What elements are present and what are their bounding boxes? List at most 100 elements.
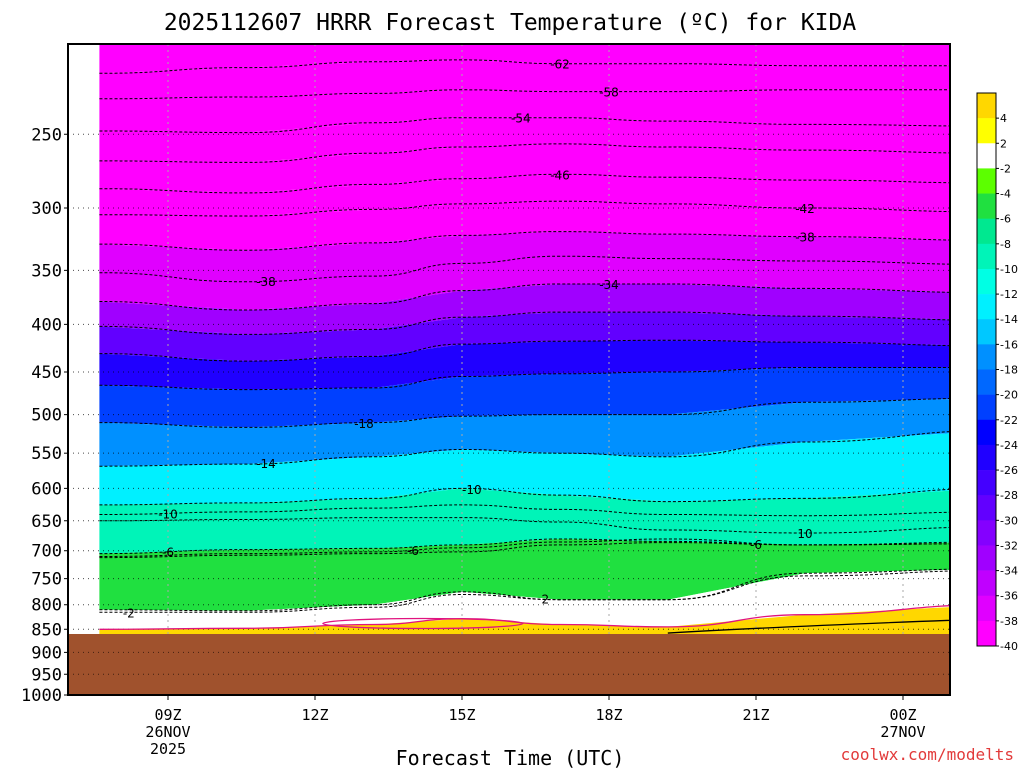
isotherm-label: -18 bbox=[354, 417, 374, 431]
temperature-band bbox=[99, 201, 950, 251]
y-tick-label: 400 bbox=[31, 315, 62, 335]
colorbar-label: -34 bbox=[1000, 565, 1018, 578]
isotherm-line bbox=[99, 173, 950, 194]
colorbar-label: -12 bbox=[1000, 288, 1018, 301]
isotherm-line bbox=[99, 568, 950, 612]
contour-layer: -62 -58 -54 -46 -42 -38 -38 -34 -18 -14 -10 -10 10 -6… bbox=[99, 58, 950, 634]
colorbar-swatch bbox=[977, 419, 996, 446]
isotherm-label: -58 bbox=[599, 86, 619, 100]
y-tick-label: 850 bbox=[31, 620, 62, 640]
colorbar-swatch bbox=[977, 118, 996, 144]
colorbar-label: -2 bbox=[1000, 162, 1011, 175]
temperature-band bbox=[99, 569, 950, 630]
y-tick-label: 750 bbox=[31, 570, 62, 590]
temperature-band bbox=[99, 143, 950, 193]
isotherm-line bbox=[99, 366, 950, 391]
temperature-band bbox=[99, 340, 950, 390]
isotherm-label: -2 bbox=[123, 606, 135, 620]
temperature-band bbox=[99, 59, 950, 99]
isotherm-line bbox=[99, 283, 950, 311]
colorbar-swatch bbox=[977, 168, 996, 194]
isotherm-label: -46 bbox=[550, 168, 570, 182]
y-tick-label: 350 bbox=[31, 261, 62, 281]
isotherm-line bbox=[99, 517, 950, 534]
y-tick-label: 250 bbox=[31, 125, 62, 145]
y-tick-label: 700 bbox=[31, 542, 62, 562]
colorbar-swatch bbox=[977, 193, 996, 219]
colorbar-label: -16 bbox=[1000, 338, 1018, 351]
warm-layer-boundary bbox=[667, 619, 950, 634]
colorbar-label: -8 bbox=[1000, 238, 1011, 251]
y-tick-label: 500 bbox=[31, 406, 62, 426]
isotherm-line bbox=[99, 117, 950, 134]
x-tick-label: 00Z bbox=[889, 706, 916, 724]
temperature-band bbox=[99, 312, 950, 362]
isotherm-label: -10 bbox=[462, 483, 482, 497]
freezing-line bbox=[99, 605, 950, 630]
colorbar-label: 2 bbox=[1000, 137, 1007, 150]
isotherm-label: -54 bbox=[511, 112, 531, 126]
colorbar-label: -4 bbox=[1000, 188, 1011, 201]
colorbar-swatch bbox=[977, 143, 996, 169]
isotherm-line bbox=[99, 431, 950, 467]
colorbar-label: -38 bbox=[1000, 615, 1018, 628]
colorbar-label: -22 bbox=[1000, 414, 1018, 427]
colorbar-swatch bbox=[977, 545, 996, 571]
isotherm-line bbox=[99, 542, 950, 559]
y-tick-label: 450 bbox=[31, 363, 62, 383]
temperature-band bbox=[99, 433, 950, 505]
isotherm-label: -6 bbox=[750, 538, 762, 552]
colorbar-swatch bbox=[977, 344, 996, 370]
temperature-band bbox=[99, 284, 950, 335]
colorbar-swatch bbox=[977, 218, 996, 245]
colorbar: 4 2 -2 -4 -6 -8 -10 -12 -14 -16 -18 -20 -22 -24 -26 -28… bbox=[976, 92, 1018, 653]
ground-layer bbox=[68, 633, 950, 695]
colorbar-swatch bbox=[977, 570, 996, 597]
ground-fill bbox=[68, 633, 950, 695]
y-tick-label: 1000 bbox=[21, 686, 62, 706]
chart-title: 2025112607 HRRR Forecast Temperature (ºC… bbox=[164, 10, 857, 36]
y-tick-label: 800 bbox=[31, 596, 62, 616]
colorbar-label: -14 bbox=[1000, 313, 1018, 326]
isotherm-label: -10 bbox=[158, 507, 178, 521]
isotherm-label: -62 bbox=[550, 58, 570, 72]
isotherm-label: -38 bbox=[795, 231, 815, 245]
plot-frame bbox=[67, 43, 951, 696]
warm-layer bbox=[667, 620, 950, 634]
colorbar-swatch bbox=[977, 470, 996, 496]
y-tick-label: 550 bbox=[31, 444, 62, 464]
temperature-band bbox=[99, 399, 950, 467]
colorbar-label: -28 bbox=[1000, 489, 1018, 502]
temperature-band bbox=[99, 89, 950, 133]
colorbar-label: -26 bbox=[1000, 464, 1018, 477]
colorbar-label: 4 bbox=[1000, 112, 1007, 125]
isotherm-line bbox=[99, 59, 950, 74]
x-tick-date: 27NOV bbox=[880, 723, 925, 741]
colorbar-swatch bbox=[977, 268, 996, 295]
colorbar-swatch bbox=[977, 319, 996, 345]
y-tick-label: 900 bbox=[31, 643, 62, 663]
isotherm-label: 10 bbox=[797, 527, 812, 541]
y-tick-label: 650 bbox=[31, 512, 62, 532]
isotherm-line bbox=[99, 339, 950, 362]
temperature-band bbox=[99, 174, 950, 216]
isotherm-line bbox=[99, 504, 950, 517]
colorbar-label: -30 bbox=[1000, 514, 1018, 527]
isotherm-line bbox=[99, 89, 950, 100]
isotherm-line bbox=[99, 570, 950, 613]
x-tick-label: 12Z bbox=[301, 706, 328, 724]
y-tick-label: 600 bbox=[31, 479, 62, 499]
colorbar-label: -18 bbox=[1000, 364, 1018, 377]
colorbar-swatch bbox=[977, 444, 996, 471]
colorbar-swatch bbox=[977, 620, 996, 647]
colorbar-label: -40 bbox=[1000, 640, 1018, 653]
temperature-band bbox=[99, 117, 950, 163]
temperature-band bbox=[99, 367, 950, 428]
colorbar-swatch bbox=[977, 93, 996, 119]
isotherm-label: -38 bbox=[256, 275, 276, 289]
isotherm-line bbox=[99, 311, 950, 335]
isotherm-line bbox=[99, 398, 950, 428]
x-tick-label: 18Z bbox=[595, 706, 622, 724]
isotherm-line bbox=[99, 231, 950, 251]
